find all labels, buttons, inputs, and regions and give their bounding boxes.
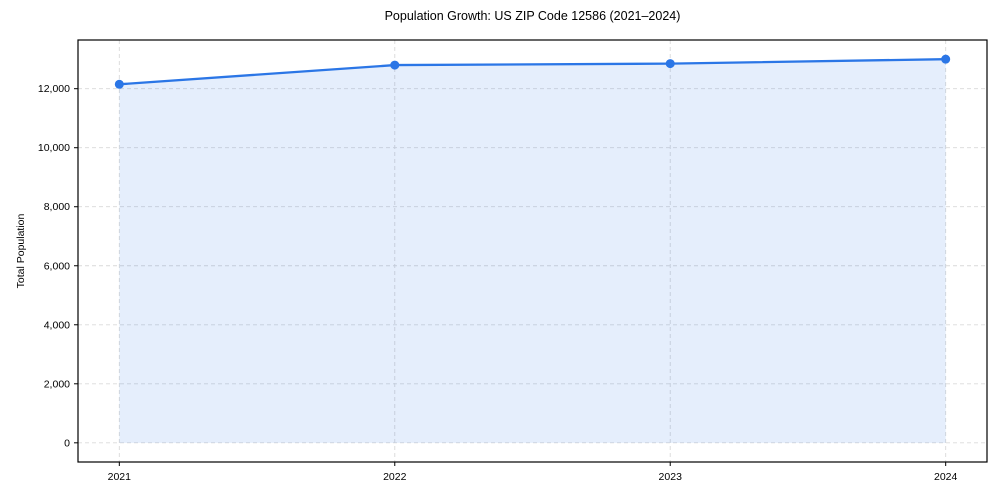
y-tick-label: 12,000	[38, 83, 70, 95]
data-point-2024	[941, 54, 951, 64]
data-point-2022	[390, 60, 400, 70]
y-tick-label: 2,000	[44, 378, 70, 390]
x-tick-label: 2022	[383, 471, 407, 483]
x-tick-label: 2021	[108, 471, 132, 483]
y-tick-label: 4,000	[44, 319, 70, 331]
x-tick-label: 2023	[659, 471, 683, 483]
y-tick-label: 0	[64, 437, 70, 449]
data-point-2023	[665, 59, 675, 69]
y-tick-label: 8,000	[44, 201, 70, 213]
chart-title: Population Growth: US ZIP Code 12586 (20…	[384, 9, 681, 23]
area-fill	[119, 59, 946, 443]
x-tick-label: 2024	[934, 471, 958, 483]
data-line	[118, 58, 947, 86]
plot-border	[77, 39, 988, 463]
y-tick-label: 6,000	[44, 260, 70, 272]
y-tick-label: 10,000	[38, 142, 70, 154]
data-point-2021	[114, 79, 124, 89]
